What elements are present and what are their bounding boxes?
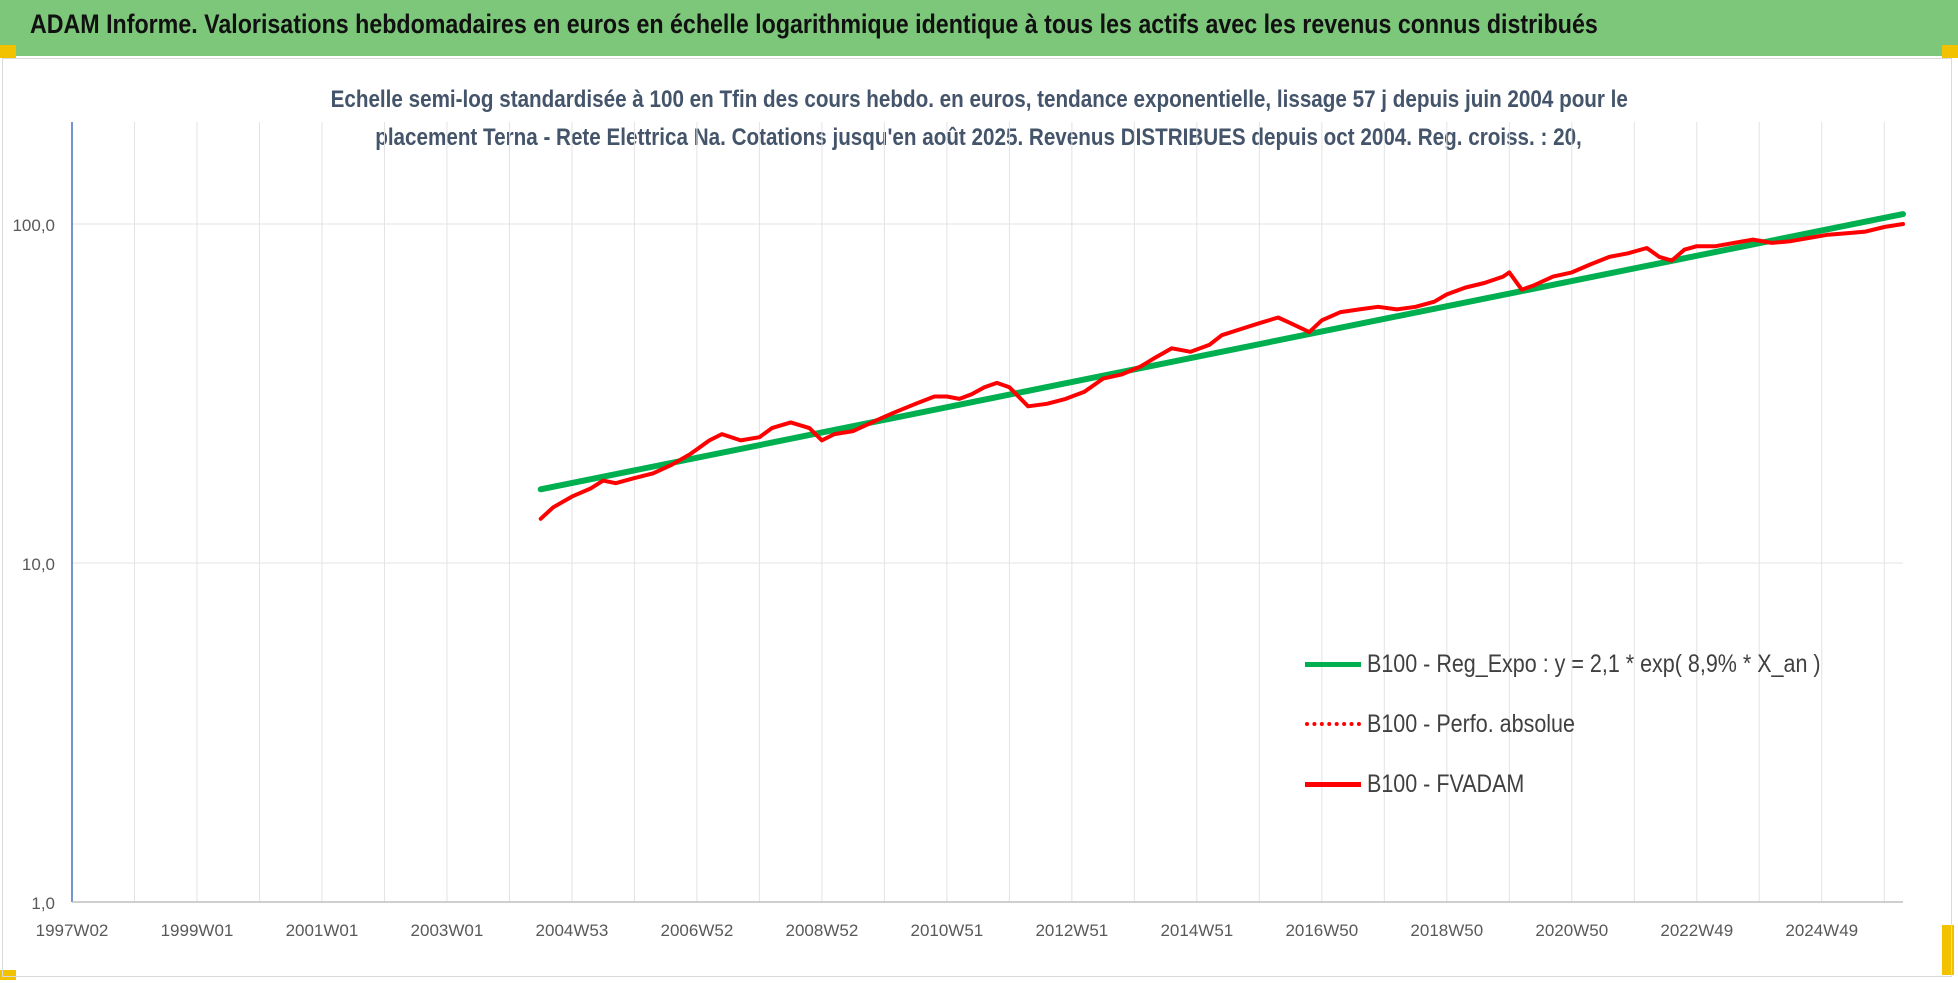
x-tick-label: 2014W51 xyxy=(1160,921,1233,940)
x-tick-label: 2020W50 xyxy=(1535,921,1608,940)
grid-lines xyxy=(71,122,1903,903)
x-tick-label: 2008W52 xyxy=(786,921,859,940)
corner-marker-bottom-left xyxy=(0,970,16,980)
x-tick-label: 2006W52 xyxy=(661,921,734,940)
axes xyxy=(71,122,1903,903)
x-tick-label: 1997W02 xyxy=(36,921,109,940)
series-line-fvadam xyxy=(538,222,1905,521)
y-tick-labels: 1,0 10,0 100,0 xyxy=(12,216,55,913)
chart-title-line-2: placement Terna - Rete Elettrica Na. Cot… xyxy=(375,124,1583,151)
y-tick-label: 100,0 xyxy=(12,216,55,235)
x-tick-label: 2018W50 xyxy=(1410,921,1483,940)
legend-swatch-regression xyxy=(1305,662,1361,667)
chart-title-line-1: Echelle semi-log standardisée à 100 en T… xyxy=(330,86,1628,113)
chart-frame xyxy=(2,58,1952,977)
legend-label-fvadam: B100 - FVADAM xyxy=(1367,770,1525,798)
banner-title: ADAM Informe. Valorisations hebdomadaire… xyxy=(30,9,1598,39)
legend-label-regression: B100 - Reg_Expo : y = 2,1 * exp( 8,9% * … xyxy=(1367,650,1821,678)
legend-swatch-perfo-absolue xyxy=(1305,722,1361,726)
corner-marker-top-left xyxy=(0,45,16,58)
y-tick-label: 10,0 xyxy=(22,555,55,574)
legend-label-perfo-absolue: B100 - Perfo. absolue xyxy=(1367,710,1575,738)
x-tick-label: 2016W50 xyxy=(1285,921,1358,940)
corner-marker-top-right xyxy=(1942,45,1958,58)
x-tick-label: 2012W51 xyxy=(1035,921,1108,940)
banner: ADAM Informe. Valorisations hebdomadaire… xyxy=(0,0,1958,56)
x-tick-label: 2024W49 xyxy=(1785,921,1858,940)
y-tick-label: 1,0 xyxy=(31,894,55,913)
x-tick-label: 2022W49 xyxy=(1660,921,1733,940)
x-tick-labels: 1997W02 1999W01 2001W01 2003W01 2004W53 2006W… xyxy=(36,921,1859,940)
x-tick-label: 2004W53 xyxy=(536,921,609,940)
legend-swatch-fvadam xyxy=(1305,782,1361,787)
x-tick-label: 2001W01 xyxy=(286,921,359,940)
series-lines xyxy=(537,211,1906,521)
x-tick-label: 2003W01 xyxy=(411,921,484,940)
x-tick-label: 2010W51 xyxy=(910,921,983,940)
x-tick-label: 1999W01 xyxy=(161,921,234,940)
series-line-regression xyxy=(537,211,1906,493)
